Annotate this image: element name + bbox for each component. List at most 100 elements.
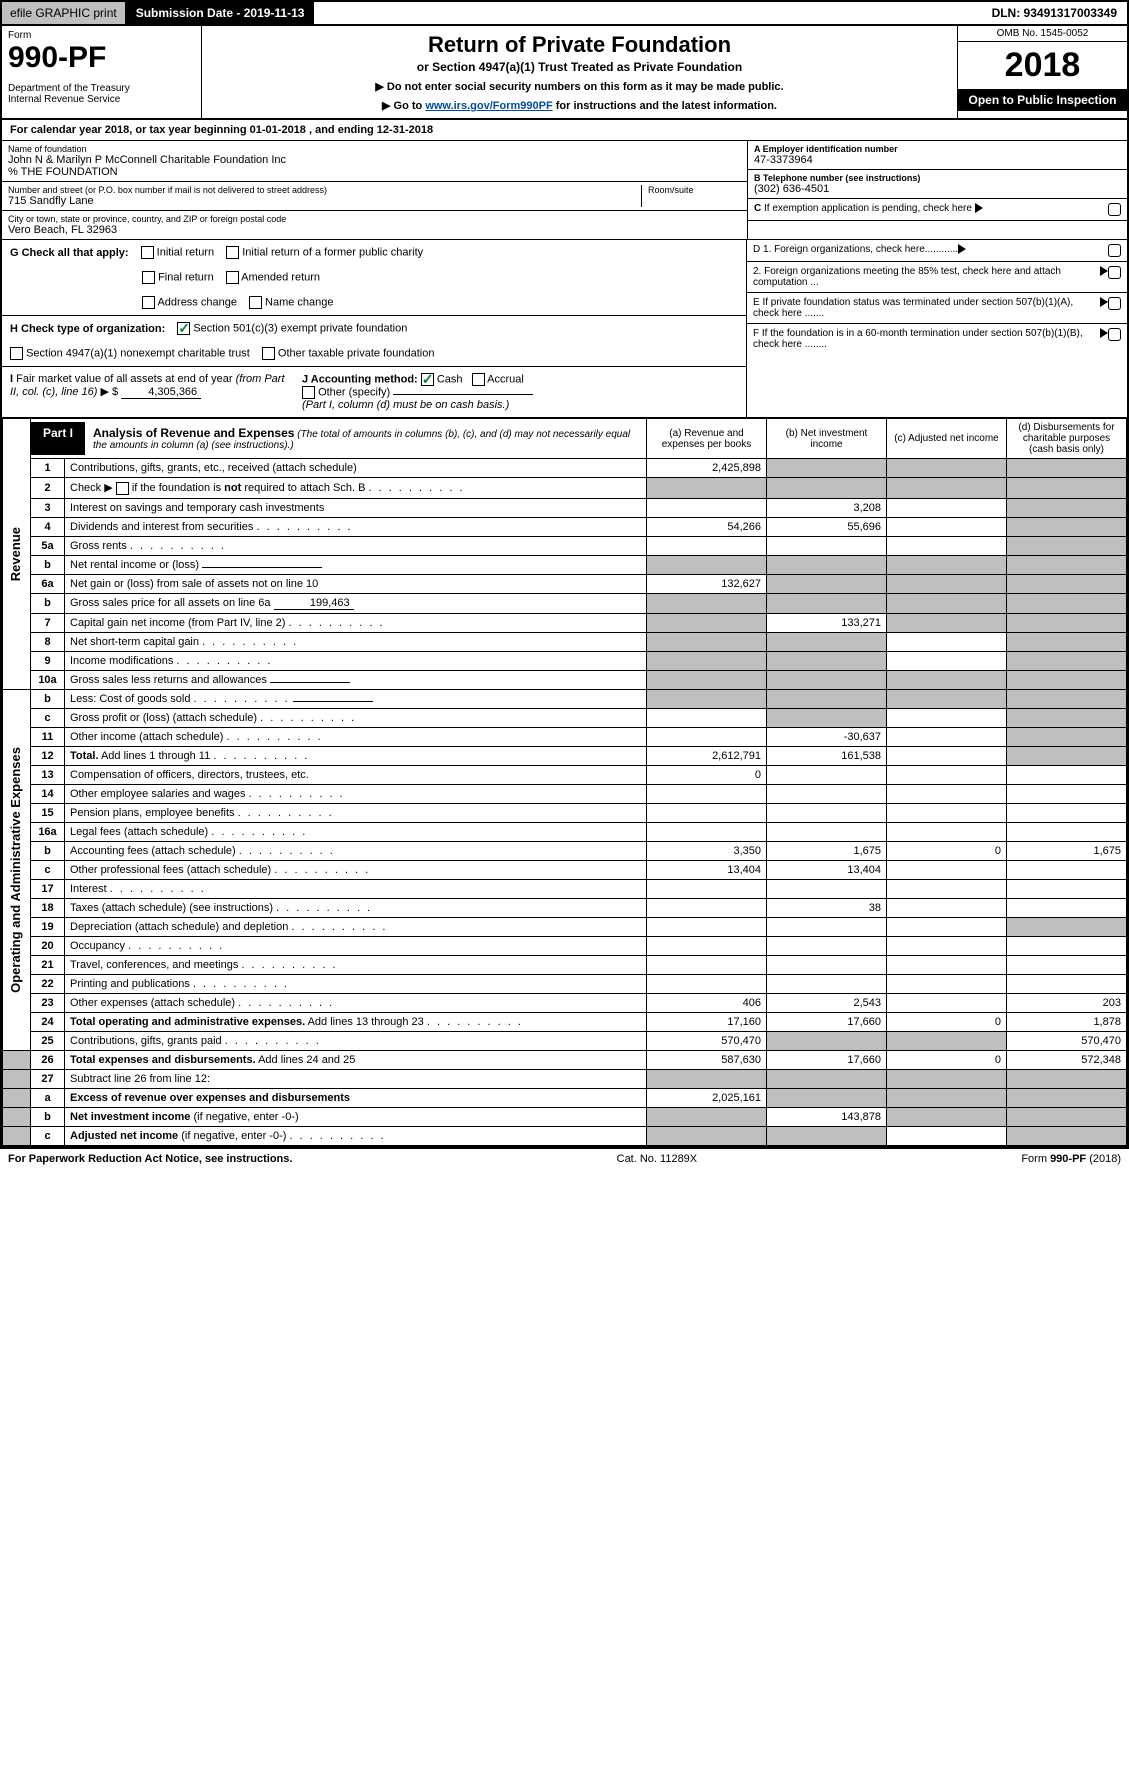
revenue-rotate: Revenue (3, 419, 31, 690)
footer-center: Cat. No. 11289X (617, 1153, 698, 1165)
footer: For Paperwork Reduction Act Notice, see … (0, 1148, 1129, 1169)
address-label: Number and street (or P.O. box number if… (8, 185, 641, 195)
part1-title: Analysis of Revenue and Expenses (The to… (85, 422, 646, 455)
h-other-checkbox[interactable] (262, 347, 275, 360)
g-row-3: Address change Name change (2, 290, 746, 316)
row-10b: Operating and Administrative ExpensesbLe… (3, 689, 1127, 708)
row-16b: bAccounting fees (attach schedule) 3,350… (3, 841, 1127, 860)
h-4947-checkbox[interactable] (10, 347, 23, 360)
row-10c: cGross profit or (loss) (attach schedule… (3, 708, 1127, 727)
info-right: A Employer identification number 47-3373… (747, 141, 1127, 239)
ij-row: I Fair market value of all assets at end… (2, 367, 746, 417)
j-note: (Part I, column (d) must be on cash basi… (302, 399, 509, 411)
header-right: OMB No. 1545-0052 2018 Open to Public In… (957, 26, 1127, 118)
phone-cell: B Telephone number (see instructions) (3… (748, 170, 1127, 199)
c-checkbox[interactable] (1108, 203, 1121, 216)
h-row-2: Section 4947(a)(1) nonexempt charitable … (2, 341, 746, 367)
expenses-rotate: Operating and Administrative Expenses (3, 689, 31, 1050)
foundation-name-cell: Name of foundation John N & Marilyn P Mc… (2, 141, 747, 182)
row-27a: aExcess of revenue over expenses and dis… (3, 1088, 1127, 1107)
r2-checkbox[interactable] (116, 482, 129, 495)
department-label: Department of the Treasury Internal Reve… (8, 83, 195, 105)
h-501-checkbox[interactable] (177, 322, 190, 335)
submission-date: Submission Date - 2019-11-13 (126, 2, 315, 24)
col-a-header: (a) Revenue and expenses per books (647, 419, 767, 459)
row-12: 12Total. Add lines 1 through 11 2,612,79… (3, 746, 1127, 765)
g-address-checkbox[interactable] (142, 296, 155, 309)
row-6a: 6aNet gain or (loss) from sale of assets… (3, 574, 1127, 593)
row-8: 8Net short-term capital gain (3, 632, 1127, 651)
d2-row: 2. Foreign organizations meeting the 85%… (747, 262, 1127, 293)
efile-print-button[interactable]: efile GRAPHIC print (2, 2, 126, 24)
c-label: C If exemption application is pending, c… (754, 203, 983, 214)
row-2: 2Check ▶ if the foundation is not requir… (3, 478, 1127, 499)
address-cell: Number and street (or P.O. box number if… (2, 182, 747, 211)
h-row: H Check type of organization: Section 50… (2, 316, 746, 341)
row-18: 18Taxes (attach schedule) (see instructi… (3, 898, 1127, 917)
d2-checkbox[interactable] (1108, 266, 1121, 279)
j-accrual-checkbox[interactable] (472, 373, 485, 386)
footer-right: Form 990-PF (2018) (1021, 1153, 1121, 1165)
tax-year: 2018 (958, 42, 1127, 89)
calendar-year-row: For calendar year 2018, or tax year begi… (2, 120, 1127, 141)
city-cell: City or town, state or province, country… (2, 211, 747, 239)
foundation-address: 715 Sandfly Lane (8, 195, 641, 207)
j-cash-checkbox[interactable] (421, 373, 434, 386)
row-7: 7Capital gain net income (from Part IV, … (3, 613, 1127, 632)
header-center: Return of Private Foundation or Section … (202, 26, 957, 118)
name-label: Name of foundation (8, 144, 741, 154)
form-subtitle: or Section 4947(a)(1) Trust Treated as P… (208, 60, 951, 74)
foundation-city: Vero Beach, FL 32963 (8, 224, 741, 236)
phone-value: (302) 636-4501 (754, 183, 1121, 195)
ein-value: 47-3373964 (754, 154, 1121, 166)
phone-label: B Telephone number (see instructions) (754, 173, 1121, 183)
form-container: efile GRAPHIC print Submission Date - 20… (0, 0, 1129, 1148)
d1-row: D 1. Foreign organizations, check here..… (747, 240, 1127, 262)
form-header: Form 990-PF Department of the Treasury I… (2, 26, 1127, 120)
row-27: 27Subtract line 26 from line 12: (3, 1069, 1127, 1088)
topbar-left: efile GRAPHIC print Submission Date - 20… (2, 2, 314, 24)
inspection-label: Open to Public Inspection (958, 89, 1127, 111)
j-other-checkbox[interactable] (302, 386, 315, 399)
g-initial-former-checkbox[interactable] (226, 246, 239, 259)
col-c-header: (c) Adjusted net income (887, 419, 1007, 459)
row-15: 15Pension plans, employee benefits (3, 803, 1127, 822)
row-22: 22Printing and publications (3, 974, 1127, 993)
h-label: H Check type of organization: (10, 323, 165, 335)
omb-number: OMB No. 1545-0052 (958, 26, 1127, 42)
row-16c: cOther professional fees (attach schedul… (3, 860, 1127, 879)
col-d-header: (d) Disbursements for charitable purpose… (1007, 419, 1127, 459)
col-b-header: (b) Net investment income (767, 419, 887, 459)
g-name-checkbox[interactable] (249, 296, 262, 309)
row-21: 21Travel, conferences, and meetings (3, 955, 1127, 974)
form-note-1: ▶ Do not enter social security numbers o… (208, 80, 951, 93)
footer-left: For Paperwork Reduction Act Notice, see … (8, 1153, 292, 1165)
row-9: 9Income modifications (3, 651, 1127, 670)
e-checkbox[interactable] (1108, 297, 1121, 310)
checks-section: G Check all that apply: Initial return I… (2, 240, 1127, 418)
row-5a: 5aGross rents (3, 536, 1127, 555)
row-13: 13Compensation of officers, directors, t… (3, 765, 1127, 784)
row-25: 25Contributions, gifts, grants paid 570,… (3, 1031, 1127, 1050)
g-row-2: Final return Amended return (2, 265, 746, 290)
row-20: 20Occupancy (3, 936, 1127, 955)
form-title: Return of Private Foundation (208, 32, 951, 58)
room-label: Room/suite (648, 185, 741, 195)
row-27b: bNet investment income (if negative, ent… (3, 1107, 1127, 1126)
g-final-checkbox[interactable] (142, 271, 155, 284)
row-6b: bGross sales price for all assets on lin… (3, 593, 1127, 613)
part1-label: Part I (31, 422, 85, 455)
instructions-link[interactable]: www.irs.gov/Form990PF (425, 100, 552, 112)
row-24: 24Total operating and administrative exp… (3, 1012, 1127, 1031)
g-row: G Check all that apply: Initial return I… (2, 240, 746, 265)
row-11: 11Other income (attach schedule) -30,637 (3, 727, 1127, 746)
form-label: Form (8, 30, 195, 41)
f-checkbox[interactable] (1108, 328, 1121, 341)
row-3: 3Interest on savings and temporary cash … (3, 498, 1127, 517)
city-label: City or town, state or province, country… (8, 214, 741, 224)
g-amended-checkbox[interactable] (226, 271, 239, 284)
g-initial-checkbox[interactable] (141, 246, 154, 259)
ein-cell: A Employer identification number 47-3373… (748, 141, 1127, 170)
info-left: Name of foundation John N & Marilyn P Mc… (2, 141, 747, 239)
d1-checkbox[interactable] (1108, 244, 1121, 257)
